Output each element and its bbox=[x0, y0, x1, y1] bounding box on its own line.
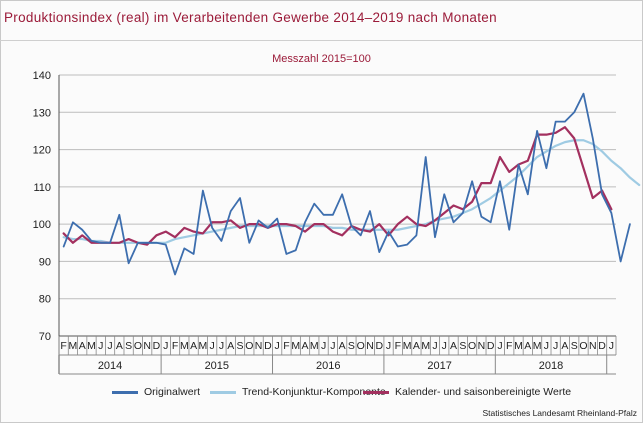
x-tick-label-13: M bbox=[180, 340, 189, 352]
x-tick-label-54: A bbox=[561, 340, 568, 352]
x-tick-label-21: N bbox=[255, 340, 263, 352]
x-tick-label-10: D bbox=[153, 340, 161, 352]
x-tick-label-44: O bbox=[468, 340, 476, 352]
x-tick-label-50: A bbox=[524, 340, 531, 352]
x-tick-label-56: O bbox=[579, 340, 587, 352]
x-tick-label-51: M bbox=[533, 340, 542, 352]
chart-subtitle: Messzahl 2015=100 bbox=[272, 53, 371, 65]
x-tick-label-25: M bbox=[291, 340, 300, 352]
x-tick-label-38: A bbox=[413, 340, 420, 352]
y-tick-label-140: 140 bbox=[33, 70, 51, 82]
x-tick-label-3: M bbox=[87, 340, 96, 352]
legend-label-adjusted: Kalender- und saisonbereinigte Werte bbox=[395, 386, 572, 398]
year-label-2016: 2016 bbox=[316, 360, 340, 372]
y-tick-label-130: 130 bbox=[33, 107, 51, 119]
x-tick-label-30: A bbox=[339, 340, 346, 352]
y-tick-label-80: 80 bbox=[39, 294, 51, 306]
y-tick-label-90: 90 bbox=[39, 256, 51, 268]
x-tick-label-17: J bbox=[219, 340, 224, 352]
x-tick-label-36: F bbox=[395, 340, 401, 352]
x-tick-label-55: S bbox=[571, 340, 578, 352]
x-tick-label-8: O bbox=[134, 340, 142, 352]
x-tick-label-11: J bbox=[163, 340, 168, 352]
legend-item-original: Originalwert bbox=[112, 386, 200, 398]
y-tick-label-110: 110 bbox=[33, 182, 51, 194]
x-tick-label-58: D bbox=[598, 340, 606, 352]
year-label-2018: 2018 bbox=[539, 360, 563, 372]
year-label-2017: 2017 bbox=[427, 360, 451, 372]
x-tick-label-59: J bbox=[609, 340, 614, 352]
legend-swatch-trend bbox=[210, 390, 236, 394]
x-tick-label-43: S bbox=[459, 340, 466, 352]
x-tick-label-53: J bbox=[553, 340, 558, 352]
x-tick-label-4: J bbox=[98, 340, 103, 352]
x-tick-label-28: J bbox=[321, 340, 326, 352]
x-tick-label-20: O bbox=[245, 340, 253, 352]
series-line-adjusted bbox=[62, 126, 613, 246]
x-tick-label-24: F bbox=[283, 340, 289, 352]
x-tick-label-15: M bbox=[199, 340, 208, 352]
x-tick-label-31: S bbox=[348, 340, 355, 352]
x-tick-label-48: F bbox=[506, 340, 512, 352]
legend-item-trend: Trend-Konjunktur-Komponente bbox=[210, 386, 386, 398]
x-tick-label-32: O bbox=[357, 340, 365, 352]
x-tick-label-14: A bbox=[190, 340, 197, 352]
x-tick-label-57: N bbox=[589, 340, 597, 352]
y-tick-label-100: 100 bbox=[33, 219, 51, 231]
x-tick-label-16: J bbox=[210, 340, 215, 352]
x-tick-label-35: J bbox=[386, 340, 391, 352]
x-tick-label-37: M bbox=[403, 340, 412, 352]
x-tick-label-2: A bbox=[79, 340, 86, 352]
x-tick-label-45: N bbox=[478, 340, 486, 352]
legend-swatch-adjusted bbox=[363, 390, 389, 394]
year-label-2014: 2014 bbox=[98, 360, 122, 372]
x-tick-label-0: F bbox=[60, 340, 66, 352]
x-tick-label-46: D bbox=[487, 340, 495, 352]
legend-label-original: Originalwert bbox=[144, 386, 201, 398]
x-tick-label-6: A bbox=[116, 340, 123, 352]
x-tick-label-5: J bbox=[107, 340, 112, 352]
x-tick-label-26: A bbox=[302, 340, 309, 352]
x-tick-label-1: M bbox=[69, 340, 78, 352]
x-tick-label-7: S bbox=[125, 340, 132, 352]
x-tick-label-29: J bbox=[330, 340, 335, 352]
x-tick-label-18: A bbox=[227, 340, 234, 352]
x-tick-label-41: J bbox=[442, 340, 447, 352]
x-tick-label-33: N bbox=[366, 340, 374, 352]
x-tick-label-49: M bbox=[514, 340, 523, 352]
x-tick-label-40: J bbox=[432, 340, 437, 352]
legend: Originalwert Trend-Konjunktur-Komponente… bbox=[0, 386, 643, 400]
year-label-2015: 2015 bbox=[205, 360, 229, 372]
x-tick-label-39: M bbox=[421, 340, 430, 352]
x-tick-label-27: M bbox=[310, 340, 319, 352]
x-tick-label-22: D bbox=[264, 340, 272, 352]
x-tick-label-19: S bbox=[237, 340, 244, 352]
x-tick-label-9: N bbox=[143, 340, 151, 352]
x-tick-label-42: A bbox=[450, 340, 457, 352]
y-tick-label-70: 70 bbox=[39, 331, 51, 343]
legend-swatch-original bbox=[112, 390, 138, 394]
series-line-original bbox=[62, 92, 631, 276]
legend-item-adjusted: Kalender- und saisonbereinigte Werte bbox=[363, 386, 571, 398]
x-tick-label-52: J bbox=[544, 340, 549, 352]
x-tick-label-47: J bbox=[497, 340, 502, 352]
source-note: Statistisches Landesamt Rheinland-Pfalz bbox=[482, 408, 638, 418]
legend-label-trend: Trend-Konjunktur-Komponente bbox=[242, 386, 386, 398]
x-tick-label-34: D bbox=[375, 340, 383, 352]
x-tick-label-12: F bbox=[172, 340, 178, 352]
x-tick-label-23: J bbox=[275, 340, 280, 352]
title-divider bbox=[0, 40, 643, 41]
chart-title: Produktionsindex (real) im Verarbeitende… bbox=[4, 10, 497, 25]
y-tick-label-120: 120 bbox=[33, 145, 51, 157]
